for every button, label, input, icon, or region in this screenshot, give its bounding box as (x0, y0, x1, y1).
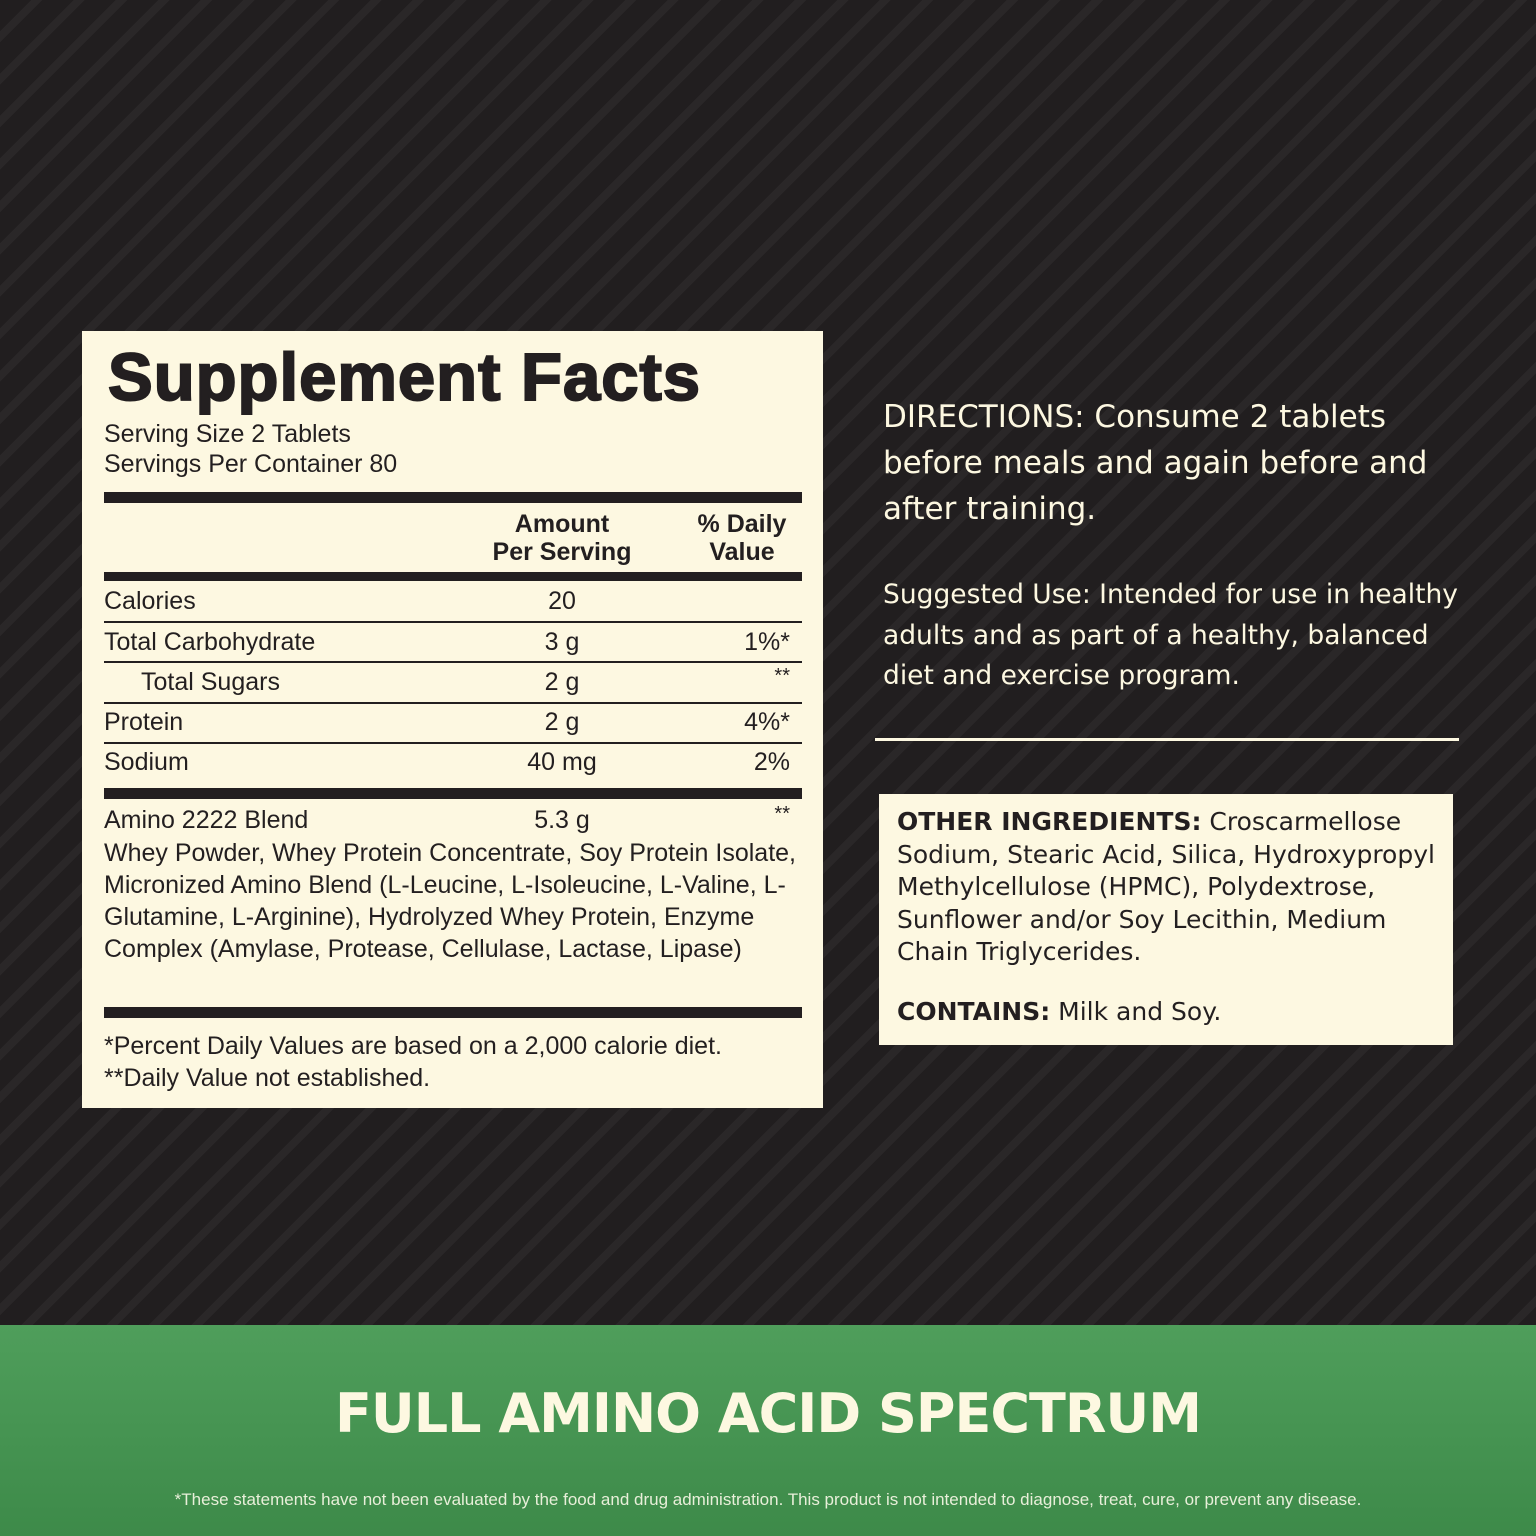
green-banner (0, 1325, 1536, 1536)
divider (104, 742, 802, 744)
blend-contents: Whey Powder, Whey Protein Concentrate, S… (104, 839, 797, 963)
row-amount: 2 g (544, 708, 580, 736)
other-ingredients-box: OTHER INGREDIENTS: Croscarmellose Sodium… (879, 794, 1453, 1045)
suggested-use: Suggested Use: Intended for use in healt… (883, 579, 1458, 691)
contains-text: Milk and Soy. (1050, 996, 1222, 1026)
blend-amount: 5.3 g (534, 806, 590, 834)
row-dv: 1%* (744, 628, 790, 656)
row-amount: 40 mg (527, 748, 597, 776)
divider (104, 788, 802, 799)
footnote: **Daily Value not established. (104, 1064, 431, 1092)
row-name: Protein (104, 708, 184, 736)
other-ingredients: OTHER INGREDIENTS: Croscarmellose Sodium… (897, 806, 1435, 969)
header-dv-line: % Daily (697, 510, 787, 538)
directions: DIRECTIONS: Consume 2 tablets before mea… (883, 399, 1428, 527)
divider (104, 661, 802, 663)
slogan: FULL AMINO ACID SPECTRUM (335, 1382, 1202, 1445)
header-dv-line: Value (709, 538, 775, 566)
supplement-facts-panel: Supplement Facts Serving Size 2 Tablets … (82, 331, 823, 1108)
serving-size: Serving Size 2 Tablets (104, 420, 351, 448)
disclaimer: *These statements have not been evaluate… (174, 1490, 1362, 1509)
servings-per-container: Servings Per Container 80 (104, 450, 398, 478)
row-dv: 4%* (744, 708, 790, 736)
divider (104, 621, 802, 623)
row-dv: ** (774, 665, 790, 687)
row-amount: 2 g (544, 668, 580, 696)
divider (104, 572, 802, 581)
blend-dv: ** (774, 803, 790, 825)
facts-title: Supplement Facts (107, 339, 702, 416)
row-name: Total Sugars (141, 668, 280, 696)
divider (104, 492, 802, 503)
row-dv: 2% (753, 748, 790, 776)
header-amount: Amount Per Serving (462, 510, 662, 566)
blend-name: Amino 2222 Blend (104, 806, 309, 834)
footnote: *Percent Daily Values are based on a 2,0… (104, 1032, 722, 1060)
contains-label: CONTAINS: (897, 996, 1051, 1026)
divider (104, 702, 802, 704)
row-name: Total Carbohydrate (104, 628, 316, 656)
header-dv: % Daily Value (682, 510, 802, 566)
header-amount-line: Amount (514, 510, 610, 538)
row-amount: 20 (548, 587, 576, 615)
row-name: Sodium (104, 748, 189, 776)
header-amount-line: Per Serving (492, 538, 632, 566)
row-amount: 3 g (544, 628, 580, 656)
other-ingredients-label: OTHER INGREDIENTS: (897, 807, 1202, 836)
contains: CONTAINS: Milk and Soy. (897, 996, 1435, 1029)
divider (875, 738, 1459, 741)
row-name: Calories (104, 587, 196, 615)
divider (104, 1007, 802, 1018)
other-ingredients-text: Croscarmellose Sodium, Stearic Acid, Sil… (897, 807, 1435, 966)
